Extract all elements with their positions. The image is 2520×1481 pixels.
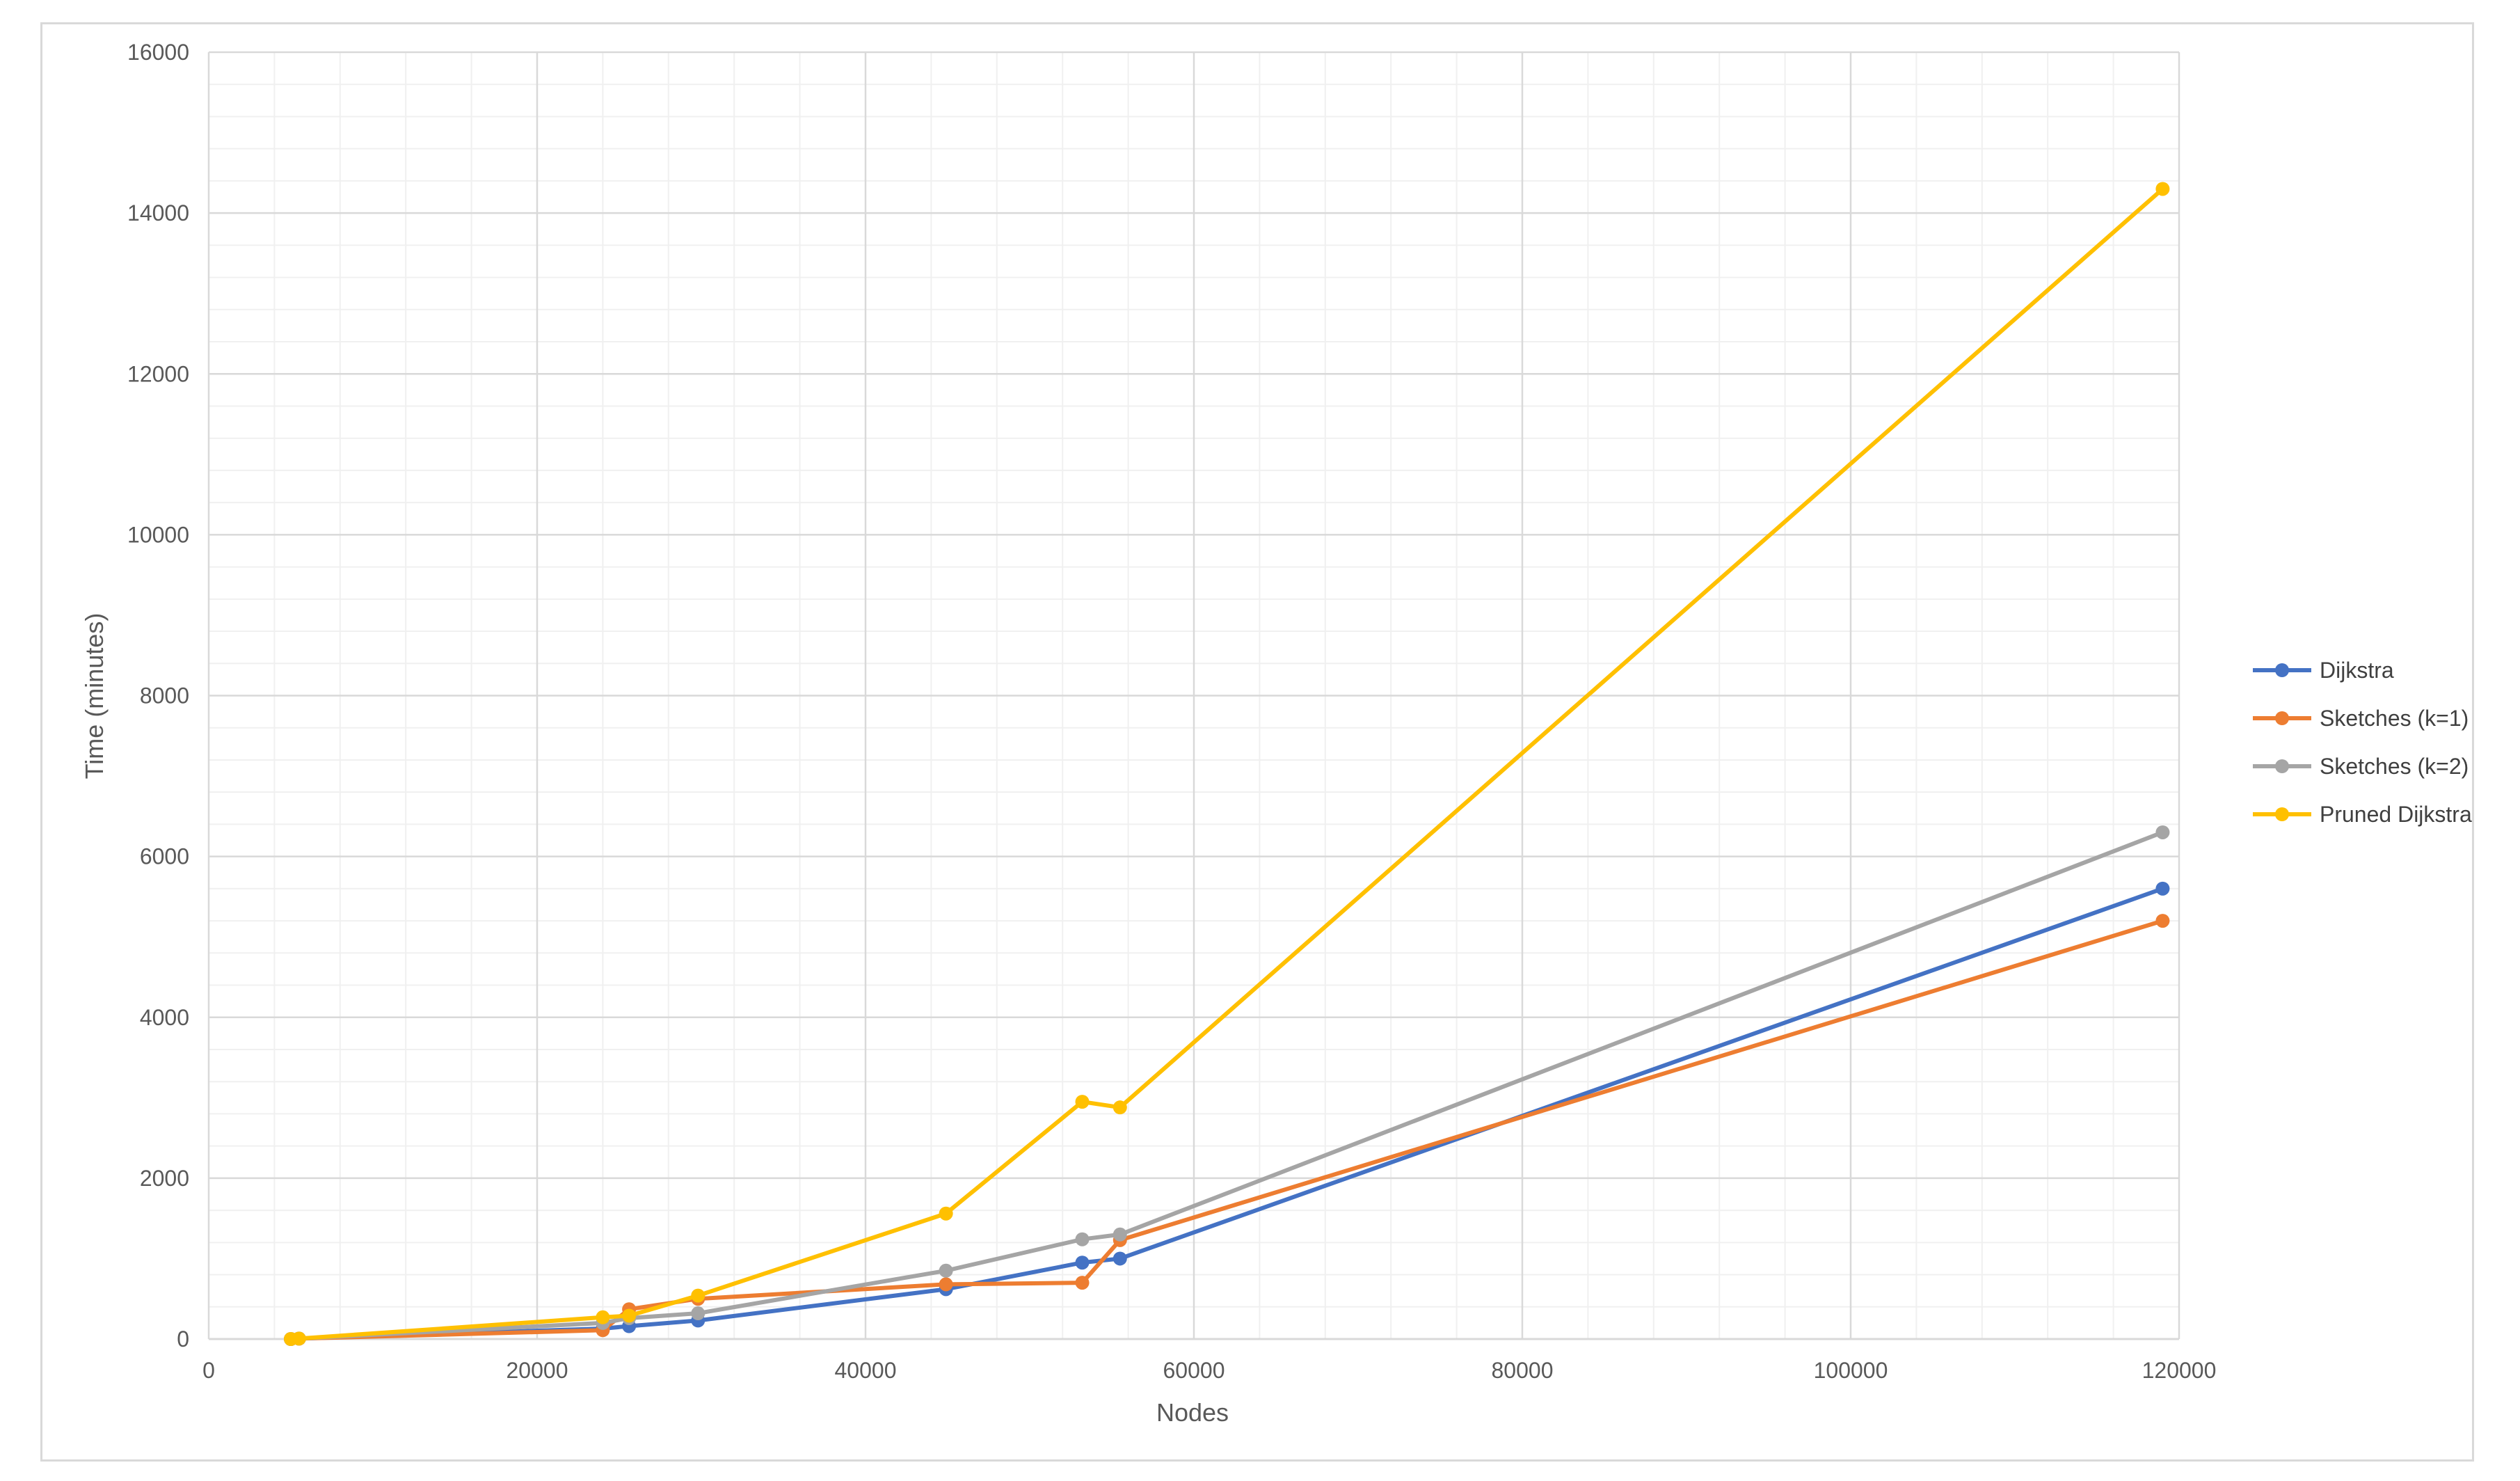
legend-label: Pruned Dijkstra [2320, 802, 2472, 827]
legend-item: Dijkstra [2253, 658, 2394, 683]
y-axis-title: Time (minutes) [80, 613, 109, 779]
data-point [691, 1306, 705, 1321]
series-sketches-k-1- [284, 914, 2170, 1346]
series-line [289, 187, 2165, 1341]
legend-swatch-marker [2275, 807, 2289, 821]
data-point [1075, 1232, 1090, 1246]
data-point [292, 1331, 306, 1346]
data-point [2155, 881, 2170, 896]
series-line [289, 830, 2165, 1341]
legend-item: Sketches (k=2) [2253, 754, 2469, 779]
legend-label: Sketches (k=2) [2320, 754, 2469, 779]
y-tick-label: 16000 [127, 40, 189, 65]
legend-item: Sketches (k=1) [2253, 706, 2469, 731]
data-point [1113, 1251, 1127, 1266]
x-tick-label: 120000 [2142, 1358, 2217, 1383]
y-tick-label: 10000 [127, 522, 189, 547]
data-point [691, 1288, 705, 1303]
legend-label: Sketches (k=1) [2320, 706, 2469, 731]
data-point [622, 1308, 637, 1323]
legend-swatch-marker [2275, 711, 2289, 725]
data-point [1075, 1256, 1090, 1270]
legend: Dijkstra Sketches (k=1) Sketches (k=2) Prun… [2253, 658, 2472, 827]
major-gridlines [207, 51, 2180, 1340]
legend-label: Dijkstra [2320, 658, 2394, 683]
data-point [939, 1206, 953, 1221]
x-tick-label: 80000 [1492, 1358, 1554, 1383]
y-tick-label: 6000 [140, 844, 189, 869]
legend-swatch-marker [2275, 663, 2289, 677]
x-tick-label: 60000 [1163, 1358, 1225, 1383]
series-sketches-k-2- [284, 825, 2170, 1346]
y-tick-label: 14000 [127, 200, 189, 225]
data-point [2155, 914, 2170, 928]
y-tick-label: 12000 [127, 361, 189, 386]
x-tick-label: 0 [202, 1358, 215, 1383]
x-axis-ticks: 0 20000 40000 60000 80000 100000 120000 [202, 1358, 2216, 1383]
chart-frame [40, 22, 2474, 1462]
legend-swatch-marker [2275, 759, 2289, 773]
series-layer [284, 182, 2170, 1346]
data-point [939, 1263, 953, 1278]
data-point [1113, 1227, 1127, 1242]
series-pruned-dijkstra [284, 182, 2170, 1346]
x-tick-label: 100000 [1814, 1358, 1888, 1383]
data-point [2155, 825, 2170, 839]
legend-item: Pruned Dijkstra [2253, 802, 2472, 827]
data-point [596, 1310, 610, 1324]
series-line [289, 919, 2165, 1341]
data-point [1075, 1095, 1090, 1109]
y-tick-label: 2000 [140, 1166, 189, 1191]
x-axis-title: Nodes [1156, 1398, 1229, 1427]
x-tick-label: 20000 [507, 1358, 568, 1383]
data-point [1113, 1100, 1127, 1115]
y-tick-label: 0 [177, 1326, 189, 1352]
x-tick-label: 40000 [835, 1358, 897, 1383]
y-tick-label: 4000 [140, 1005, 189, 1030]
y-tick-label: 8000 [140, 683, 189, 708]
data-point [2155, 182, 2170, 196]
y-axis-ticks: 0 2000 4000 6000 8000 10000 12000 14000 16000 [127, 40, 189, 1352]
data-point [1075, 1276, 1090, 1290]
data-point [939, 1277, 953, 1292]
